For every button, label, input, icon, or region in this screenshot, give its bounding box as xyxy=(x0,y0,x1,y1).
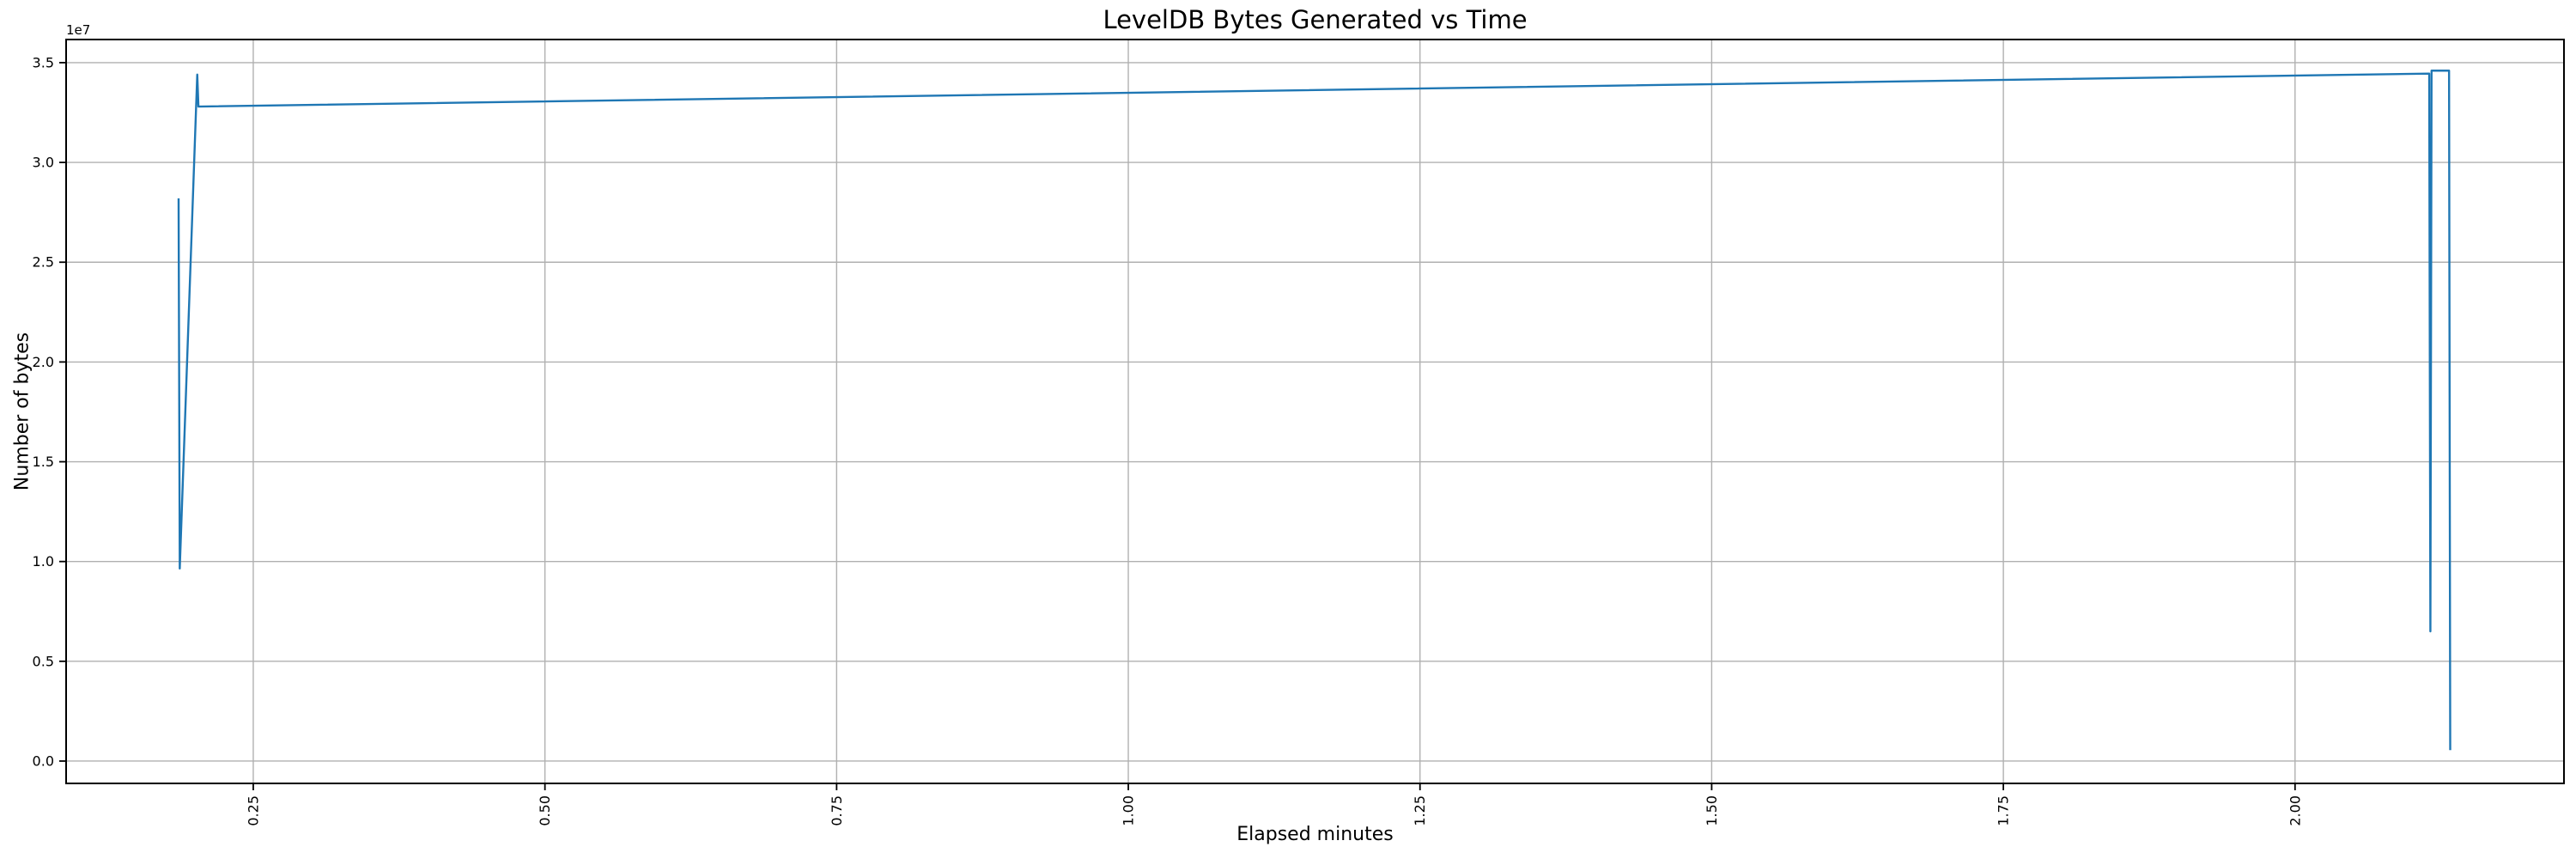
y-tick-label: 0.0 xyxy=(33,752,54,769)
y-tick-label: 3.0 xyxy=(33,155,54,171)
y-tick-label: 1.0 xyxy=(33,553,54,570)
y-tick-label: 0.5 xyxy=(33,653,54,669)
x-tick-label: 0.75 xyxy=(829,795,845,826)
x-axis-label: Elapsed minutes xyxy=(1236,824,1394,845)
x-tick-label: 0.25 xyxy=(245,795,261,826)
x-tick-label: 0.50 xyxy=(537,795,553,826)
x-tick-label: 1.00 xyxy=(1121,795,1137,826)
y-axis-offset-label: 1e7 xyxy=(66,22,91,38)
y-tick-label: 3.5 xyxy=(33,54,54,70)
x-tick-label: 2.00 xyxy=(2287,795,2303,826)
y-tick-label: 2.5 xyxy=(33,254,54,271)
plot-border xyxy=(65,39,2565,784)
data-line xyxy=(177,70,2451,751)
chart-title: LevelDB Bytes Generated vs Time xyxy=(1103,5,1528,34)
x-tick-label: 1.50 xyxy=(1704,795,1720,826)
y-tick-label: 2.0 xyxy=(33,354,54,370)
x-tick-label: 1.25 xyxy=(1412,795,1428,826)
x-tick-label: 1.75 xyxy=(1996,795,2012,826)
y-tick-label: 1.5 xyxy=(33,454,54,470)
